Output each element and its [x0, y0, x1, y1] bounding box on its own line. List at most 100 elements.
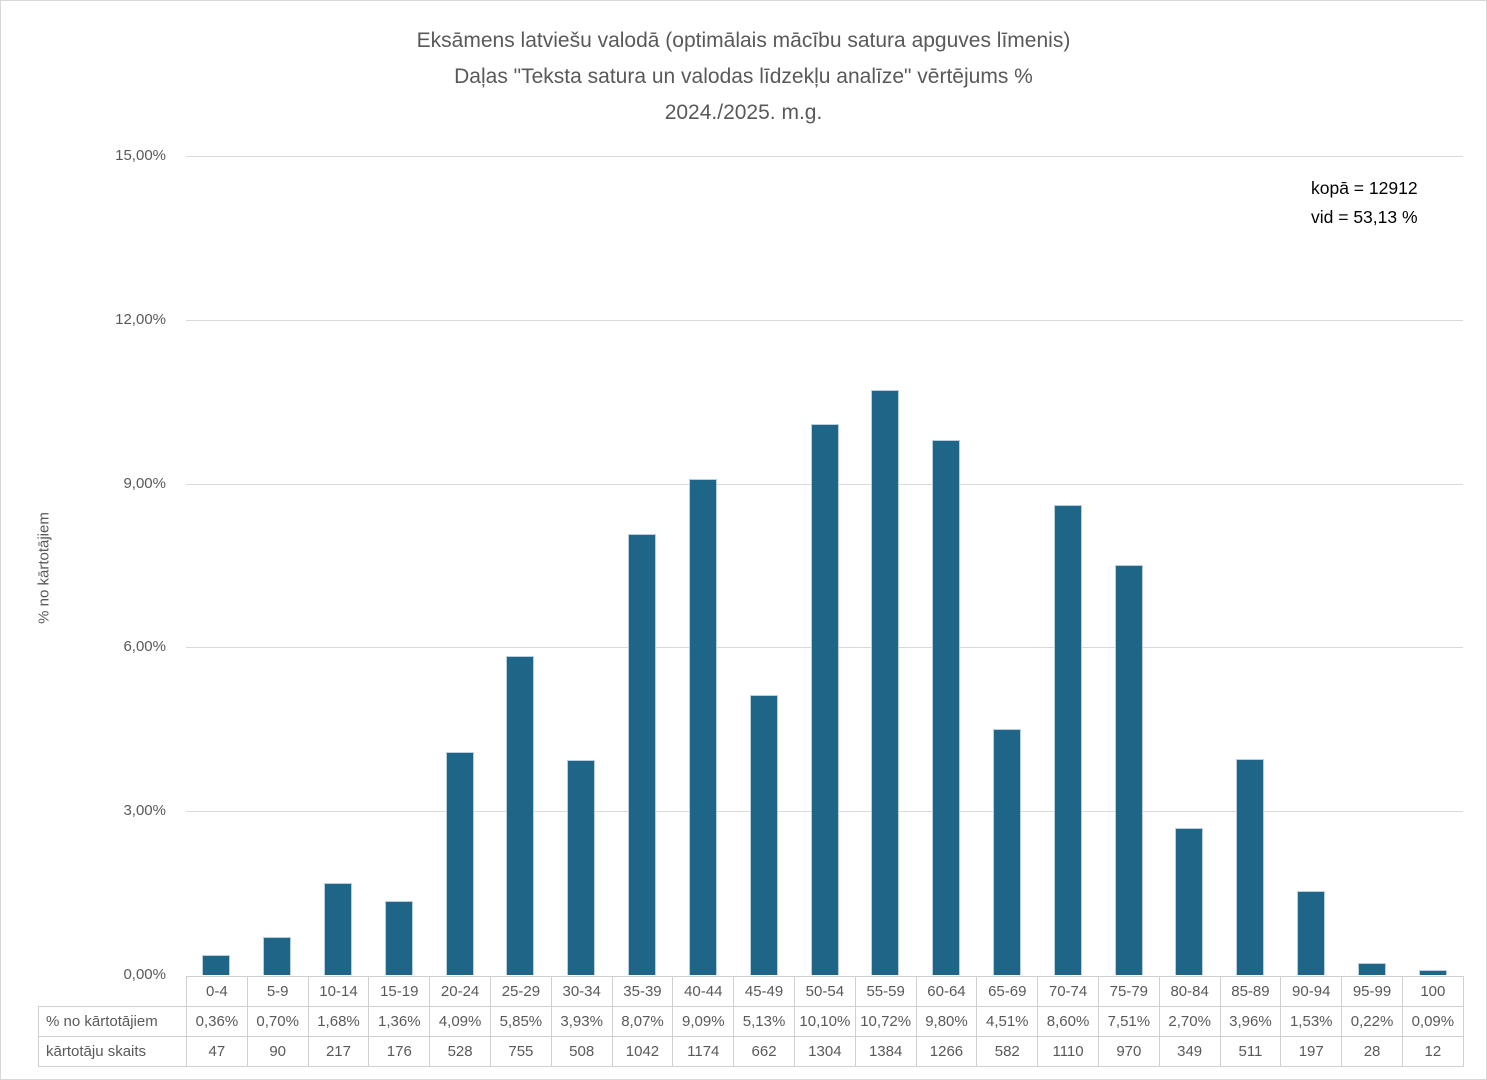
table-row-label: kārtotāju skaits: [38, 1036, 187, 1067]
percent-cell: 8,60%: [1037, 1006, 1099, 1037]
category-cell: 15-19: [368, 976, 431, 1007]
bar-100: [1418, 970, 1447, 975]
category-cell: 40-44: [672, 976, 735, 1007]
percent-cell: 1,53%: [1280, 1006, 1343, 1037]
count-cell: 662: [733, 1036, 795, 1067]
bar-40-44: [688, 479, 717, 975]
table-row-label: % no kārtotājiem: [38, 1006, 187, 1037]
chart-title: Eksāmens latviešu valodā (optimālais māc…: [1, 23, 1486, 131]
percent-cell: 8,07%: [611, 1006, 674, 1037]
count-cell: 349: [1158, 1036, 1221, 1067]
plot-area: [186, 156, 1463, 975]
category-cell: 60-64: [915, 976, 978, 1007]
annotation-total: kopā = 12912: [1311, 178, 1418, 198]
bar-30-34: [567, 760, 596, 975]
chart-title-line-3: 2024./2025. m.g.: [664, 101, 823, 124]
chart-title-line-2: Daļas "Teksta satura un valodas līdzekļu…: [454, 65, 1033, 88]
percent-cell: 5,85%: [489, 1006, 552, 1037]
table-header-row: 0-4 5-9 10-14 15-19 20-24 25-29 30-34 35-39 40-4…: [39, 976, 1464, 1007]
percent-cell: 9,80%: [915, 1006, 978, 1037]
table-percent-row: % no kārtotājiem 0,36% 0,70% 1,68% 1,36% 4,09…: [38, 1006, 1464, 1037]
percent-cell: 1,36%: [368, 1006, 431, 1037]
count-cell: 1304: [793, 1036, 856, 1067]
category-cell: 25-29: [489, 976, 552, 1007]
y-axis-tick-label: 12,00%: [115, 311, 166, 328]
count-cell: 511: [1219, 1036, 1282, 1067]
bar-10-14: [324, 883, 353, 975]
percent-cell: 4,09%: [429, 1006, 491, 1037]
count-cell: 217: [307, 1036, 370, 1067]
bar-0-4: [202, 955, 231, 975]
category-cell: 35-39: [611, 976, 674, 1007]
count-cell: 970: [1097, 1036, 1160, 1067]
bar-60-64: [932, 440, 961, 975]
count-cell: 528: [429, 1036, 491, 1067]
count-cell: 1384: [854, 1036, 917, 1067]
percent-cell: 0,09%: [1401, 1006, 1464, 1037]
category-cell: 30-34: [550, 976, 613, 1007]
gridline: [186, 156, 1463, 157]
bar-90-94: [1296, 891, 1325, 975]
category-cell: 100: [1401, 976, 1464, 1007]
percent-cell: 4,51%: [976, 1006, 1039, 1037]
y-axis-tick-label: 9,00%: [123, 475, 166, 492]
percent-cell: 10,10%: [793, 1006, 856, 1037]
category-cell: 75-79: [1097, 976, 1160, 1007]
bar-75-79: [1114, 565, 1143, 975]
percent-cell: 1,68%: [307, 1006, 370, 1037]
category-cell: 20-24: [429, 976, 491, 1007]
category-cell: 70-74: [1037, 976, 1099, 1007]
annotation-average: vid = 53,13 %: [1311, 207, 1418, 227]
percent-cell: 7,51%: [1097, 1006, 1160, 1037]
category-cell: 45-49: [733, 976, 795, 1007]
count-cell: 90: [246, 1036, 309, 1067]
count-cell: 1266: [915, 1036, 978, 1067]
count-cell: 1042: [611, 1036, 674, 1067]
bar-95-99: [1357, 963, 1386, 975]
category-cell: 85-89: [1219, 976, 1282, 1007]
y-axis-tick-label: 15,00%: [115, 147, 166, 164]
bar-65-69: [992, 729, 1021, 975]
bar-80-84: [1175, 828, 1204, 975]
count-cell: 582: [976, 1036, 1039, 1067]
percent-cell: 0,70%: [246, 1006, 309, 1037]
count-cell: 1174: [672, 1036, 735, 1067]
bar-20-24: [445, 752, 474, 975]
summary-annotation: kopā = 12912 vid = 53,13 %: [1311, 174, 1418, 232]
count-cell: 197: [1280, 1036, 1343, 1067]
percent-cell: 10,72%: [854, 1006, 917, 1037]
y-axis-tick-label: 3,00%: [123, 802, 166, 819]
category-cell: 50-54: [793, 976, 856, 1007]
category-cell: 65-69: [976, 976, 1039, 1007]
count-cell: 12: [1401, 1036, 1464, 1067]
count-cell: 176: [368, 1036, 431, 1067]
category-cell: 5-9: [246, 976, 309, 1007]
y-axis-tick-label: 0,00%: [123, 966, 166, 983]
gridline: [186, 320, 1463, 321]
category-cell: 55-59: [854, 976, 917, 1007]
table-count-row: kārtotāju skaits 47 90 217 176 528 755 508 1042 1…: [38, 1036, 1464, 1067]
percent-cell: 5,13%: [733, 1006, 795, 1037]
category-cell: 95-99: [1341, 976, 1403, 1007]
chart-title-line-1: Eksāmens latviešu valodā (optimālais māc…: [416, 29, 1071, 52]
bar-5-9: [263, 937, 292, 975]
category-cell: 80-84: [1158, 976, 1221, 1007]
percent-cell: 2,70%: [1158, 1006, 1221, 1037]
table-corner-cell: [39, 977, 187, 1007]
category-cell: 90-94: [1280, 976, 1343, 1007]
bar-85-89: [1236, 759, 1265, 975]
y-axis-tick-label: 6,00%: [123, 638, 166, 655]
count-cell: 47: [186, 1036, 248, 1067]
count-cell: 755: [489, 1036, 552, 1067]
bar-15-19: [384, 901, 413, 975]
bar-35-39: [628, 534, 657, 975]
count-cell: 28: [1341, 1036, 1403, 1067]
category-cell: 10-14: [307, 976, 370, 1007]
bar-50-54: [810, 424, 839, 975]
bar-70-74: [1053, 505, 1082, 975]
count-cell: 508: [550, 1036, 613, 1067]
bar-55-59: [871, 390, 900, 975]
percent-cell: 9,09%: [672, 1006, 735, 1037]
data-table: 0-4 5-9 10-14 15-19 20-24 25-29 30-34 35-39 40-4…: [38, 976, 1464, 1067]
